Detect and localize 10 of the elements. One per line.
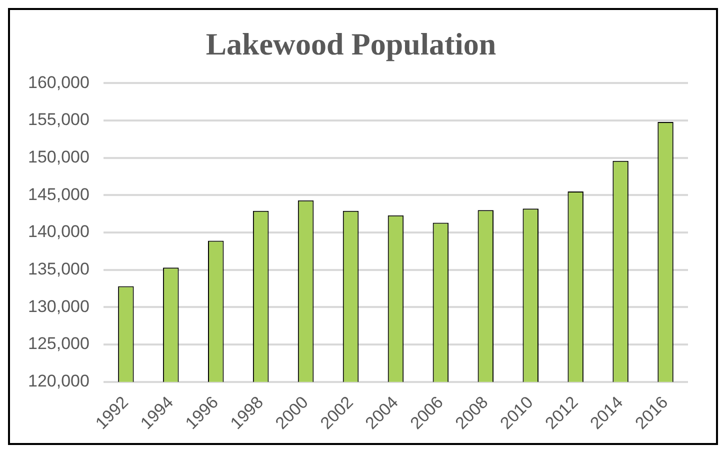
y-tick-label: 135,000	[28, 260, 90, 279]
y-tick-label: 155,000	[28, 110, 90, 130]
y-tick-label: 150,000	[28, 148, 90, 167]
y-tick-label: 130,000	[28, 296, 90, 316]
y-tick-label: 140,000	[28, 222, 90, 242]
y-tick-label: 160,000	[28, 72, 90, 92]
y-tick-label: 145,000	[28, 184, 90, 204]
y-tick-label: 125,000	[28, 334, 90, 354]
y-tick-label: 120,000	[28, 372, 90, 391]
chart-title: Lakewood Population	[206, 26, 496, 62]
